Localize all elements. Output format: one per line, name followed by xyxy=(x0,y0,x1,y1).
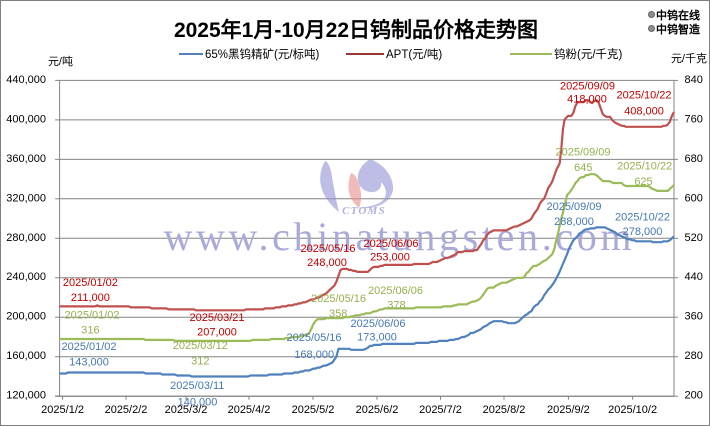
svg-text:2025/6/2: 2025/6/2 xyxy=(356,404,399,416)
svg-text:288,000: 288,000 xyxy=(554,216,594,228)
svg-text:278,000: 278,000 xyxy=(623,226,663,238)
svg-text:520: 520 xyxy=(685,232,703,244)
svg-text:358: 358 xyxy=(329,308,347,320)
svg-text:408,000: 408,000 xyxy=(624,105,664,117)
svg-text:440: 440 xyxy=(685,271,703,283)
svg-text:200,000: 200,000 xyxy=(6,311,46,323)
svg-text:2025/03/11: 2025/03/11 xyxy=(170,380,224,392)
svg-text:2025/7/2: 2025/7/2 xyxy=(419,404,462,416)
svg-text:2025/10/2: 2025/10/2 xyxy=(608,404,657,416)
svg-text:320,000: 320,000 xyxy=(6,192,46,204)
svg-text:625: 625 xyxy=(634,176,652,188)
svg-text:2025/01/02: 2025/01/02 xyxy=(64,310,119,322)
svg-text:360,000: 360,000 xyxy=(6,153,46,165)
svg-text:207,000: 207,000 xyxy=(197,326,237,338)
svg-text:元/千克: 元/千克 xyxy=(671,52,707,65)
svg-text:360: 360 xyxy=(685,311,703,323)
svg-text:645: 645 xyxy=(574,162,592,174)
svg-text:600: 600 xyxy=(685,192,703,204)
svg-text:173,000: 173,000 xyxy=(357,331,397,343)
svg-text:680: 680 xyxy=(685,153,703,165)
svg-text:2025/10/22: 2025/10/22 xyxy=(617,161,672,173)
svg-text:2025/09/09: 2025/09/09 xyxy=(546,201,601,213)
svg-text:2025/05/16: 2025/05/16 xyxy=(286,332,341,344)
svg-text:2025/03/21: 2025/03/21 xyxy=(189,312,244,324)
svg-text:418,000: 418,000 xyxy=(567,93,607,105)
svg-text:元/吨: 元/吨 xyxy=(48,55,73,68)
svg-text:211,000: 211,000 xyxy=(71,292,110,304)
svg-text:CTOMS: CTOMS xyxy=(342,205,386,217)
svg-text:2025/06/06: 2025/06/06 xyxy=(368,285,423,297)
svg-text:316: 316 xyxy=(81,324,99,336)
svg-text:2025/01/02: 2025/01/02 xyxy=(63,277,118,289)
svg-text:140,000: 140,000 xyxy=(178,396,218,408)
svg-text:2025/10/22: 2025/10/22 xyxy=(616,89,671,101)
svg-text:2025/5/2: 2025/5/2 xyxy=(292,404,335,416)
svg-text:840: 840 xyxy=(685,74,703,86)
svg-text:2025/4/2: 2025/4/2 xyxy=(228,404,271,416)
svg-text:2025/3/2: 2025/3/2 xyxy=(165,404,208,416)
svg-text:2025/2/2: 2025/2/2 xyxy=(105,404,148,416)
svg-text:168,000: 168,000 xyxy=(294,349,334,361)
svg-text:143,000: 143,000 xyxy=(69,356,109,368)
svg-text:200: 200 xyxy=(685,390,703,402)
svg-text:240,000: 240,000 xyxy=(6,271,46,283)
svg-text:248,000: 248,000 xyxy=(307,257,347,269)
svg-text:2025/01/02: 2025/01/02 xyxy=(61,341,116,353)
svg-text:2025/09/09: 2025/09/09 xyxy=(560,80,615,92)
svg-text:2025/1/2: 2025/1/2 xyxy=(41,404,84,416)
svg-text:2025/05/16: 2025/05/16 xyxy=(311,293,366,305)
svg-text:400,000: 400,000 xyxy=(6,113,46,125)
svg-text:2025/06/06: 2025/06/06 xyxy=(363,238,418,250)
svg-text:2025/06/06: 2025/06/06 xyxy=(350,318,405,330)
svg-text:312: 312 xyxy=(191,356,209,368)
svg-text:253,000: 253,000 xyxy=(370,251,410,263)
svg-text:280: 280 xyxy=(685,350,703,362)
svg-text:2025/05/16: 2025/05/16 xyxy=(300,243,355,255)
svg-text:120,000: 120,000 xyxy=(6,390,46,402)
svg-text:2025/8/2: 2025/8/2 xyxy=(483,404,526,416)
svg-text:2025/03/12: 2025/03/12 xyxy=(173,340,228,352)
svg-text:2025/10/22: 2025/10/22 xyxy=(615,212,670,224)
svg-text:2025/9/2: 2025/9/2 xyxy=(547,404,590,416)
svg-text:160,000: 160,000 xyxy=(6,350,46,362)
svg-text:2025/09/09: 2025/09/09 xyxy=(555,147,610,159)
svg-text:440,000: 440,000 xyxy=(6,74,46,86)
svg-text:280,000: 280,000 xyxy=(6,232,46,244)
svg-text:760: 760 xyxy=(685,113,703,125)
svg-text:378: 378 xyxy=(387,300,405,312)
